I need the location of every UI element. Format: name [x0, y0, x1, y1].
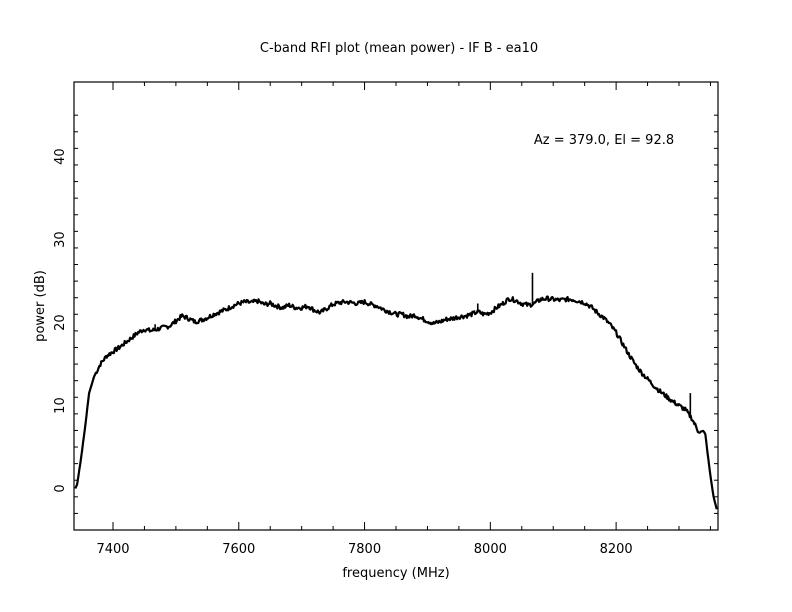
x-tick-label: 7600 — [222, 542, 255, 557]
rfi-spikes — [115, 272, 692, 417]
y-tick-label: 10 — [53, 397, 68, 414]
az-el-annotation: Az = 379.0, El = 92.8 — [534, 133, 674, 148]
x-tick-label: 8200 — [600, 542, 633, 557]
x-tick-label: 7800 — [348, 542, 381, 557]
y-axis-label: power (dB) — [33, 270, 48, 342]
y-tick-labels: 0 10 20 30 40 — [53, 148, 68, 492]
chart-title: C-band RFI plot (mean power) - IF B - ea… — [260, 41, 538, 56]
y-tick-label: 0 — [53, 484, 68, 492]
y-tick-label: 20 — [53, 314, 68, 331]
plot-frame — [73, 81, 719, 531]
x-tick-labels: 7400 7600 7800 8000 8200 — [96, 542, 632, 557]
axis-ticks — [74, 82, 718, 531]
x-axis-label: frequency (MHz) — [342, 566, 449, 581]
x-tick-label: 7400 — [96, 542, 129, 557]
y-tick-label: 40 — [53, 148, 68, 165]
power-series-line — [74, 295, 718, 510]
y-tick-label: 30 — [53, 231, 68, 248]
x-tick-label: 8000 — [474, 542, 507, 557]
